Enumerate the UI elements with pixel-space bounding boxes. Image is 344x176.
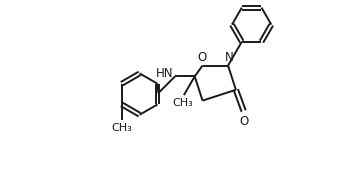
Text: O: O xyxy=(197,51,207,64)
Text: CH₃: CH₃ xyxy=(173,98,193,108)
Text: CH₃: CH₃ xyxy=(111,123,132,133)
Text: N: N xyxy=(225,51,233,64)
Text: O: O xyxy=(239,115,249,128)
Text: HN: HN xyxy=(155,67,173,80)
